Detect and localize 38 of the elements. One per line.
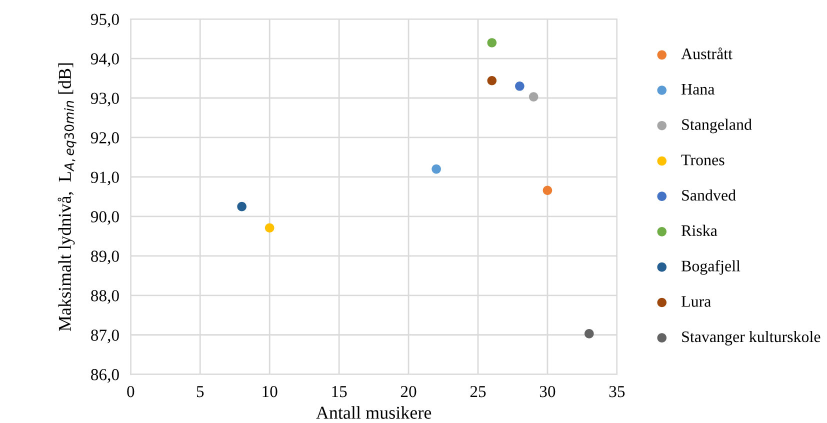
x-tick-label: 5 (196, 386, 204, 398)
y-tick-label: 89,0 (91, 250, 119, 264)
legend-label: Stangeland (682, 118, 752, 134)
y-tick-label: 90,0 (90, 211, 119, 225)
point (432, 164, 441, 174)
point (237, 202, 246, 212)
x-tick-label: 20 (400, 386, 416, 398)
y-tick-label: 94,0 (90, 53, 119, 67)
y-tick-label: 92,0 (90, 132, 119, 146)
x-tick-label: 30 (540, 386, 556, 398)
point (584, 329, 594, 338)
x-axis-title: Antall musikere (316, 406, 432, 419)
legend-label: Hana (682, 84, 715, 95)
y-tick-label: 91,0 (90, 172, 119, 186)
point (515, 81, 524, 91)
x-tick-label: 15 (332, 386, 347, 398)
point (487, 38, 497, 48)
y-tick-label: 95,0 (90, 14, 119, 28)
point (264, 223, 274, 233)
legend-label: Lura (682, 296, 711, 307)
point (487, 76, 497, 86)
y-axis-title: Maksimalt lydnivå, L$_{A,eq30min}$ [dB] (58, 63, 76, 332)
legend-label: Sandved (682, 189, 736, 201)
x-tick-label: 0 (127, 386, 134, 398)
y-tick-label: 93,0 (90, 92, 119, 106)
x-tick-label: 25 (470, 386, 486, 398)
legend-label: Bogafjell (682, 260, 740, 275)
legend-label: Trones (681, 154, 724, 166)
x-tick-label: 10 (262, 386, 278, 398)
y-tick-label: 88,0 (91, 290, 119, 304)
y-tick-label: 86,0 (91, 369, 119, 383)
point (528, 92, 538, 102)
legend-label: Austrått (681, 48, 732, 60)
y-tick-label: 87,0 (91, 330, 119, 344)
point (542, 186, 552, 196)
legend-label: Riska (682, 224, 718, 236)
legend-label: Stavanger kulturskole (682, 330, 820, 346)
x-tick-label: 35 (609, 386, 625, 398)
